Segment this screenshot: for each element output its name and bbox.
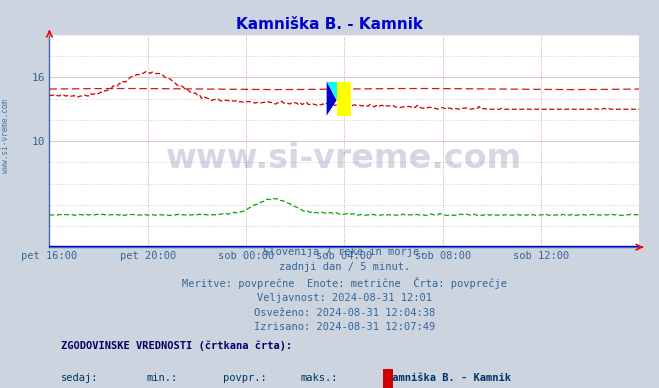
Text: ZGODOVINSKE VREDNOSTI (črtkana črta):: ZGODOVINSKE VREDNOSTI (črtkana črta): <box>61 340 293 351</box>
Text: sedaj:: sedaj: <box>61 373 99 383</box>
Text: Kamniška B. - Kamnik: Kamniška B. - Kamnik <box>236 17 423 33</box>
Bar <box>383 369 393 388</box>
Text: Slovenija / reke in morje.
zadnji dan / 5 minut.
Meritve: povprečne  Enote: metr: Slovenija / reke in morje. zadnji dan / … <box>182 247 507 332</box>
Text: www.si-vreme.com: www.si-vreme.com <box>1 99 10 173</box>
Polygon shape <box>337 81 351 116</box>
Text: povpr.:: povpr.: <box>223 373 267 383</box>
Polygon shape <box>327 81 337 100</box>
Text: min.:: min.: <box>147 373 178 383</box>
Polygon shape <box>327 81 337 116</box>
Text: Kamniška B. - Kamnik: Kamniška B. - Kamnik <box>386 373 511 383</box>
Text: www.si-vreme.com: www.si-vreme.com <box>166 142 523 175</box>
Text: maks.:: maks.: <box>300 373 337 383</box>
